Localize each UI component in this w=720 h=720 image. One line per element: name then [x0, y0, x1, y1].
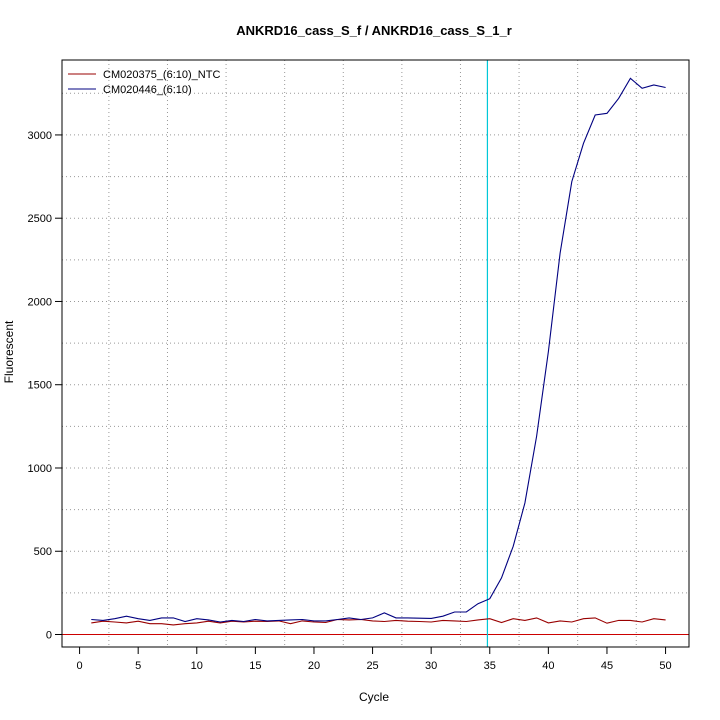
- legend-label-2: CM020446_(6:10): [103, 84, 192, 96]
- chart-title: ANKRD16_cass_S_f / ANKRD16_cass_S_1_r: [236, 23, 512, 38]
- x-tick-label: 35: [484, 660, 496, 672]
- y-tick-label: 2500: [28, 213, 52, 225]
- x-tick-label: 15: [249, 660, 261, 672]
- y-tick-label: 2000: [28, 296, 52, 308]
- grid: [62, 60, 689, 647]
- x-tick-label: 5: [135, 660, 141, 672]
- y-tick-label: 500: [34, 546, 52, 558]
- x-axis: 0 5 10 15 20 25 30 35 40 45 50: [77, 647, 672, 672]
- x-tick-label: 30: [425, 660, 437, 672]
- y-tick-label: 1500: [28, 380, 52, 392]
- x-tick-label: 0: [77, 660, 83, 672]
- x-axis-label: Cycle: [359, 690, 389, 704]
- y-axis: 0 500 1000 1500 2000 2500 3000: [28, 130, 62, 642]
- x-tick-label: 40: [542, 660, 554, 672]
- legend: CM020375_(6:10)_NTC CM020446_(6:10): [68, 69, 220, 96]
- x-tick-label: 20: [308, 660, 320, 672]
- plot-frame: [61, 59, 690, 648]
- y-tick-label: 0: [46, 630, 52, 642]
- legend-label-1: CM020375_(6:10)_NTC: [103, 69, 220, 81]
- y-tick-label: 3000: [28, 130, 52, 142]
- series-line-1: [91, 617, 666, 626]
- x-tick-label: 25: [366, 660, 378, 672]
- x-tick-label: 50: [659, 660, 671, 672]
- plot-lines: [62, 60, 689, 647]
- y-axis-label: Fluorescent: [2, 320, 16, 383]
- y-tick-label: 1000: [28, 463, 52, 475]
- x-tick-label: 10: [191, 660, 203, 672]
- x-tick-label: 45: [601, 660, 613, 672]
- series-line-2: [91, 77, 666, 623]
